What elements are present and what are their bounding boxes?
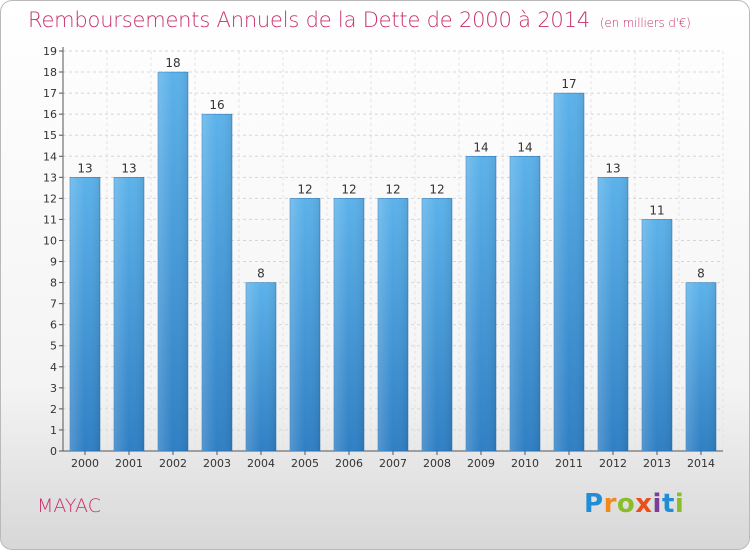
bar-highlight <box>202 114 232 451</box>
x-tick-label: 2000 <box>71 457 99 470</box>
bar-value-label: 11 <box>649 203 664 217</box>
bar-highlight <box>114 177 144 451</box>
bar-value-label: 8 <box>697 267 705 281</box>
bar-highlight <box>158 72 188 451</box>
bar-value-label: 12 <box>429 182 444 196</box>
bar-highlight <box>70 177 100 451</box>
y-tick-label: 7 <box>50 298 57 311</box>
y-tick-label: 6 <box>50 319 57 332</box>
x-tick-label: 2012 <box>599 457 627 470</box>
bar-highlight <box>334 198 364 451</box>
bar-highlight <box>686 282 716 451</box>
x-tick-label: 2014 <box>687 457 715 470</box>
bar-value-label: 13 <box>121 161 136 175</box>
y-tick-label: 17 <box>43 87 57 100</box>
y-tick-label: 2 <box>50 403 57 416</box>
bar-highlight <box>554 93 584 452</box>
bar-highlight <box>510 156 540 451</box>
y-tick-label: 9 <box>50 256 57 269</box>
proxiti-logo: Proxiti <box>584 489 685 519</box>
x-tick-label: 2002 <box>159 457 187 470</box>
bar-value-label: 18 <box>165 56 180 70</box>
x-tick-label: 2008 <box>423 457 451 470</box>
chart-subtitle: (en milliers d'€) <box>599 16 691 30</box>
bar-value-label: 12 <box>385 182 400 196</box>
bar-highlight <box>246 282 276 451</box>
y-tick-label: 1 <box>50 424 57 437</box>
x-tick-label: 2013 <box>643 457 671 470</box>
y-tick-label: 13 <box>43 171 57 184</box>
x-tick-label: 2003 <box>203 457 231 470</box>
bar-highlight <box>422 198 452 451</box>
bar-value-label: 17 <box>561 77 576 91</box>
y-tick-label: 5 <box>50 340 57 353</box>
y-tick-label: 11 <box>43 213 57 226</box>
bar-highlight <box>290 198 320 451</box>
x-tick-label: 2004 <box>247 457 275 470</box>
x-tick-label: 2009 <box>467 457 495 470</box>
x-tick-label: 2001 <box>115 457 143 470</box>
x-tick-label: 2007 <box>379 457 407 470</box>
bar-value-label: 14 <box>517 140 532 154</box>
x-tick-label: 2005 <box>291 457 319 470</box>
x-tick-label: 2011 <box>555 457 583 470</box>
bar-highlight <box>598 177 628 451</box>
chart-title-text: Remboursements Annuels de la Dette de 20… <box>28 8 590 32</box>
y-tick-label: 19 <box>43 45 57 58</box>
bar-value-label: 16 <box>209 98 224 112</box>
x-tick-label: 2010 <box>511 457 539 470</box>
bar-highlight <box>466 156 496 451</box>
chart-title: Remboursements Annuels de la Dette de 20… <box>28 8 691 32</box>
y-tick-label: 10 <box>43 234 57 247</box>
y-tick-label: 3 <box>50 382 57 395</box>
bar-value-label: 13 <box>605 161 620 175</box>
y-tick-label: 14 <box>43 150 57 163</box>
y-tick-label: 12 <box>43 192 57 205</box>
bar-value-label: 12 <box>341 182 356 196</box>
y-tick-label: 0 <box>50 445 57 458</box>
bar-highlight <box>642 219 672 451</box>
bar-value-label: 8 <box>257 267 265 281</box>
y-tick-label: 18 <box>43 66 57 79</box>
x-tick-label: 2006 <box>335 457 363 470</box>
bar-value-label: 14 <box>473 140 488 154</box>
y-tick-label: 4 <box>50 361 57 374</box>
bar-value-label: 13 <box>77 161 92 175</box>
y-tick-label: 8 <box>50 277 57 290</box>
bar-highlight <box>378 198 408 451</box>
commune-name: MAYAC <box>37 495 101 517</box>
bar-value-label: 12 <box>297 182 312 196</box>
y-tick-label: 16 <box>43 108 57 121</box>
y-tick-label: 15 <box>43 129 57 142</box>
